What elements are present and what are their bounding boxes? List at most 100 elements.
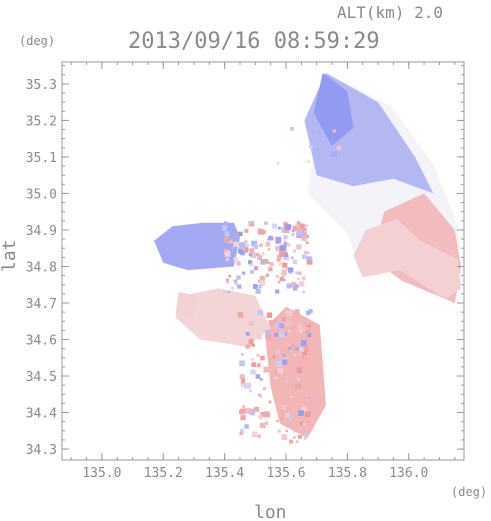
- speckle-cell: [268, 320, 273, 325]
- speckle-cell: [277, 368, 284, 374]
- speckle-cell: [290, 395, 293, 399]
- speckle-cell: [253, 244, 259, 250]
- speckle-cell: [268, 235, 273, 241]
- speckle-cell: [261, 230, 266, 235]
- speckle-cell: [296, 377, 300, 381]
- speckle-cell: [283, 278, 286, 281]
- speckle-cell: [297, 322, 302, 327]
- speckle-cell: [285, 430, 288, 433]
- x-tick-label: 135.2: [144, 466, 183, 481]
- speckle-cell: [249, 389, 252, 393]
- x-tick-label: 136.0: [389, 466, 428, 481]
- speckle-cell: [283, 254, 289, 261]
- speckle-cell: [248, 220, 255, 227]
- speckle-cell: [257, 334, 262, 340]
- x-tick-label: 135.8: [328, 466, 367, 481]
- speckle-cell: [239, 360, 245, 367]
- speckle-cell: [244, 424, 249, 429]
- speckle-cell: [268, 400, 272, 404]
- speckle-cell: [301, 406, 307, 413]
- speckle-cell: [256, 256, 259, 259]
- plot-frame: [61, 61, 465, 461]
- speckle-cell: [238, 248, 244, 254]
- speckle-cell: [305, 328, 310, 334]
- speckle-cell: [253, 284, 258, 289]
- speckle-cell: [259, 395, 262, 398]
- speckle-cell: [234, 282, 238, 286]
- speckle-cell: [262, 387, 266, 391]
- speckle-cell: [263, 368, 266, 371]
- speckle-cell: [283, 221, 288, 227]
- speckle-cell: [305, 320, 310, 326]
- speckle-cell: [301, 227, 307, 234]
- speckle-cell: [292, 225, 299, 232]
- speckle-cell: [249, 263, 253, 267]
- speckle-cell: [299, 347, 304, 352]
- speckle-cell: [281, 269, 287, 275]
- speckle-cell: [301, 235, 307, 241]
- speckle-cell: [251, 240, 258, 247]
- speckle-cell: [277, 162, 280, 165]
- speckle-cell: [278, 226, 281, 230]
- speckle-cell: [289, 439, 293, 444]
- speckle-cell: [260, 259, 266, 265]
- speckle-cell: [306, 251, 310, 255]
- speckle-cell: [297, 352, 302, 357]
- speckle-cell: [228, 238, 231, 241]
- speckle-cell: [260, 422, 265, 428]
- speckle-cell: [238, 231, 243, 236]
- speckle-cell: [223, 221, 228, 225]
- speckle-cell: [302, 327, 307, 332]
- speckle-cell: [250, 252, 256, 258]
- speckle-cell: [295, 440, 299, 443]
- speckle-cell: [245, 382, 252, 389]
- speckle-cell: [251, 343, 255, 347]
- speckle-cell: [279, 323, 284, 328]
- speckle-cell: [282, 262, 288, 268]
- speckle-cell: [277, 429, 281, 433]
- y-unit-label: (deg): [19, 34, 55, 48]
- speckle-cell: [281, 404, 287, 410]
- speckle-cell: [260, 355, 265, 361]
- speckle-cell: [248, 321, 254, 327]
- speckle-cell: [307, 160, 310, 163]
- y-tick-label: 34.5: [26, 370, 57, 385]
- speckle-cell: [239, 242, 245, 249]
- speckle-cell: [336, 145, 342, 151]
- speckle-cell: [302, 290, 305, 293]
- speckle-cell: [308, 396, 311, 399]
- speckle-cell: [287, 243, 291, 247]
- speckle-cell: [295, 347, 299, 351]
- speckle-cell: [277, 254, 282, 260]
- speckle-cell: [240, 414, 246, 421]
- speckle-cell: [274, 375, 279, 380]
- y-tick-label: 35.3: [26, 78, 57, 93]
- speckle-cell: [248, 221, 252, 225]
- speckle-cell: [306, 427, 310, 430]
- speckle-cell: [292, 435, 296, 439]
- speckle-cell: [275, 349, 281, 354]
- speckle-cell: [283, 227, 290, 233]
- speckle-cell: [267, 238, 270, 241]
- speckle-cell: [298, 223, 305, 230]
- speckle-cell: [317, 130, 321, 134]
- speckle-cell: [265, 335, 270, 340]
- speckle-cell: [268, 267, 273, 272]
- speckle-cell: [277, 404, 282, 409]
- speckle-cell: [253, 266, 257, 270]
- speckle-cell: [233, 279, 238, 283]
- speckle-cell: [297, 277, 300, 281]
- speckle-cell: [281, 434, 288, 440]
- speckle-cell: [298, 328, 303, 333]
- speckle-cell: [255, 288, 261, 294]
- speckle-cell: [298, 281, 305, 287]
- speckle-cell: [228, 274, 232, 278]
- speckle-cell: [275, 236, 282, 243]
- speckle-cell: [273, 319, 277, 322]
- speckle-cell: [242, 247, 245, 250]
- speckle-cell: [284, 342, 290, 348]
- speckle-cell: [248, 338, 254, 344]
- speckle-cell: [266, 273, 270, 277]
- speckle-cell: [285, 412, 291, 418]
- speckle-cell: [306, 241, 309, 244]
